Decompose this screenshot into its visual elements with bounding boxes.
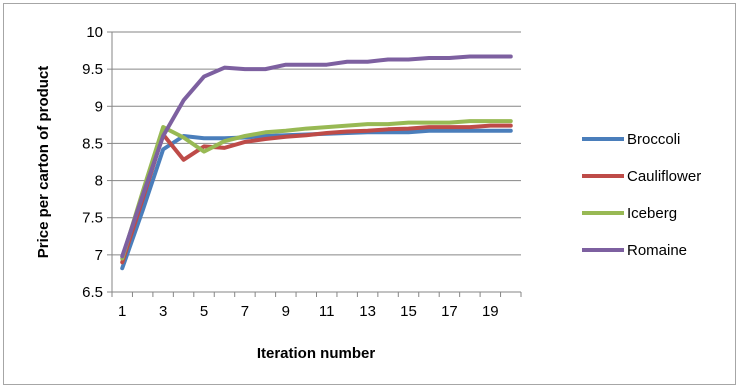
x-tick-label: 13	[359, 303, 376, 320]
y-tick-label: 7	[95, 247, 103, 264]
legend-label: Romaine	[627, 242, 687, 259]
x-axis-title: Iteration number	[257, 345, 376, 362]
chart-frame	[3, 3, 736, 385]
legend: Broccoli Cauliflower Iceberg Romaine	[582, 131, 701, 259]
x-tick-label: 3	[159, 303, 167, 320]
x-tick-label: 15	[400, 303, 417, 320]
legend-item-cauliflower: Cauliflower	[582, 168, 701, 185]
series-lines	[120, 54, 513, 271]
y-tick-label: 7.5	[82, 210, 103, 227]
x-tick-label: 5	[200, 303, 208, 320]
series-line-broccoli	[120, 128, 513, 271]
legend-label: Broccoli	[627, 131, 680, 148]
y-tick-label: 10	[86, 24, 103, 41]
legend-label: Cauliflower	[627, 168, 701, 185]
x-tick-label: 1	[118, 303, 126, 320]
legend-item-romaine: Romaine	[582, 242, 687, 259]
legend-item-broccoli: Broccoli	[582, 131, 680, 148]
y-tick-label: 8.5	[82, 135, 103, 152]
x-tick-label: 19	[482, 303, 499, 320]
series-line-romaine	[120, 54, 513, 259]
legend-label: Iceberg	[627, 205, 677, 222]
y-tick-label: 6.5	[82, 284, 103, 301]
y-tick-label: 9	[95, 98, 103, 115]
x-tick-label: 7	[241, 303, 249, 320]
y-tick-label: 9.5	[82, 61, 103, 78]
x-tick-label: 11	[319, 303, 335, 320]
legend-item-iceberg: Iceberg	[582, 205, 677, 222]
x-tick-label: 9	[282, 303, 290, 320]
series-line-iceberg	[120, 119, 513, 261]
x-tick-label: 17	[441, 303, 458, 320]
y-axis-title: Price per carton of product	[35, 66, 52, 259]
series-line-cauliflower	[120, 123, 513, 265]
y-tick-label: 8	[95, 173, 103, 190]
